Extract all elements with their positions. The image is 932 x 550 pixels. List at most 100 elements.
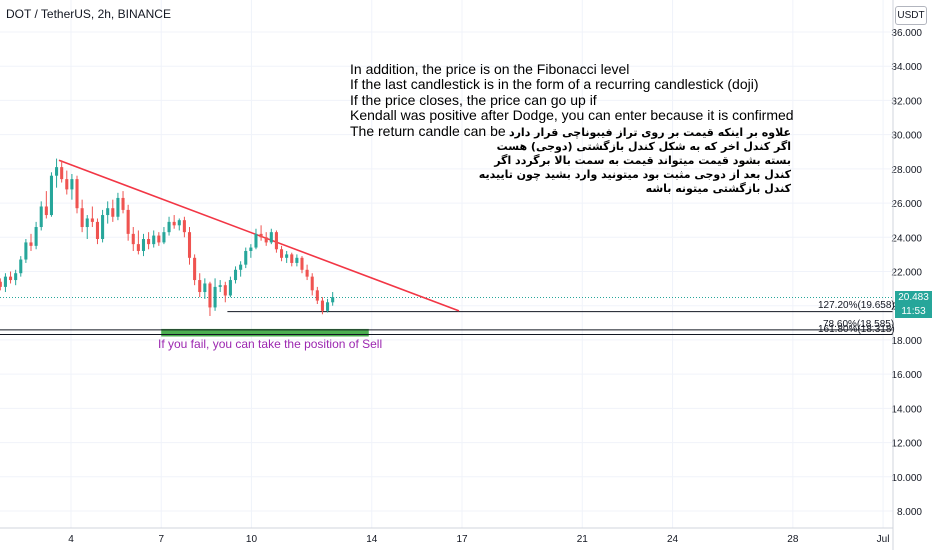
candle-body (280, 249, 284, 258)
annotation-line: علاوه بر اینکه قیمت بر روی تراز فیبوناچی… (508, 126, 791, 139)
candle-body (228, 280, 232, 296)
english-annotation: In addition, the price is on the Fibonac… (350, 61, 794, 139)
time-axis[interactable]: 4 7 10 14 17 21 24 28 Jul (0, 527, 893, 545)
candle-body (320, 300, 324, 311)
x-tick-label: 21 (577, 534, 589, 545)
candle-body (75, 179, 79, 209)
annotation-line: اگر کندل اخر که به شکل کندل بازگشتی (دوج… (496, 140, 791, 153)
candle-body (244, 250, 248, 265)
candle-body (34, 227, 38, 246)
candle-body (259, 233, 263, 238)
y-tick-label: 14.000 (891, 404, 922, 415)
candle-body (295, 257, 299, 263)
sell-note: If you fail, you can take the position o… (158, 337, 383, 351)
x-tick-label: 28 (787, 534, 799, 545)
candle-body (274, 232, 278, 250)
candle-body (85, 218, 89, 228)
drawing-lines (0, 159, 893, 335)
annotation-line: کندل بعد از دوجی مثبت بود میتونید وارد ب… (478, 168, 791, 181)
x-tick-label: 4 (68, 534, 74, 545)
candle-body (208, 283, 212, 308)
candle-body (60, 167, 64, 180)
candle-body (3, 276, 7, 287)
candles (0, 158, 335, 316)
annotation-line: Kendall was positive after Dodge, you ca… (350, 107, 794, 124)
last-price-tag: 20.483 (895, 291, 932, 305)
candle-body (44, 206, 48, 216)
candle-body (29, 242, 33, 246)
y-tick-label: 30.000 (891, 131, 922, 142)
x-tick-label: 17 (456, 534, 468, 545)
candle-body (126, 209, 130, 234)
candle-body (147, 238, 151, 245)
candle-body (177, 220, 181, 226)
y-tick-label: 10.000 (891, 473, 922, 484)
candle-body (326, 302, 330, 311)
candle-body (249, 247, 253, 251)
candle-body (95, 221, 100, 239)
candle-body (0, 281, 2, 287)
candle-body (55, 167, 59, 176)
candle-body (172, 221, 176, 226)
candle-body (310, 276, 314, 291)
candle-body (90, 218, 94, 222)
annotation-line: If the price closes, the price can go up… (350, 91, 597, 108)
candle-body (116, 197, 120, 217)
candle-body (331, 297, 335, 303)
grid (0, 0, 893, 528)
x-tick-label: Jul (877, 534, 890, 545)
candle-body (152, 235, 156, 245)
candle-body (187, 232, 192, 258)
candle-body (14, 273, 18, 281)
chart-title: DOT / TetherUS, 2h, BINANCE (6, 7, 171, 21)
candle-body (193, 257, 197, 281)
candle-body (157, 235, 161, 243)
y-tick-label: 34.000 (891, 62, 922, 73)
currency-button[interactable]: USDT (895, 6, 927, 25)
y-tick-label: 12.000 (891, 439, 922, 450)
y-tick-label: 22.000 (891, 268, 922, 279)
y-tick-label: 36.000 (891, 28, 922, 39)
y-tick-label: 8.000 (897, 507, 922, 518)
candle-body (290, 254, 294, 263)
y-tick-label: 26.000 (891, 199, 922, 210)
candle-body (39, 206, 43, 228)
x-tick-label: 10 (246, 534, 258, 545)
candle-body (239, 264, 243, 270)
annotation-line: In addition, the price is on the Fibonac… (350, 61, 630, 77)
candle-body (233, 269, 238, 281)
descending-trendline (58, 159, 460, 312)
y-tick-label: 24.000 (891, 233, 922, 244)
price-axis[interactable]: 8.00010.00012.00014.00016.00018.00020.00… (891, 0, 922, 550)
candle-body (167, 221, 171, 233)
candle-body (223, 285, 227, 296)
candle-body (213, 286, 217, 308)
annotation-line: The return candle can be (350, 122, 506, 139)
candle-body (131, 233, 135, 245)
candle-body (218, 285, 222, 287)
candle-body (285, 254, 289, 258)
x-tick-label: 7 (158, 534, 164, 545)
candle-body (19, 259, 23, 274)
candle-body (203, 283, 207, 293)
countdown-tag: 11:53 (895, 305, 932, 318)
y-tick-label: 16.000 (891, 370, 922, 381)
y-tick-label: 18.000 (891, 336, 922, 347)
candle-body (111, 208, 115, 217)
candle-body (9, 276, 13, 281)
candle-body (70, 179, 74, 190)
candle-body (264, 237, 268, 243)
sell-zone-band (161, 328, 369, 337)
fib-label-78: 78.60%(18.585) (823, 319, 895, 330)
candle-body (315, 290, 319, 301)
candle-body (106, 208, 110, 216)
sell-zone (161, 328, 369, 337)
candle-body (269, 232, 273, 243)
candle-body (300, 257, 304, 270)
fib-label-127: 127.20%(19.658) (818, 300, 895, 311)
candle-body (305, 269, 309, 277)
candle-body (254, 233, 258, 248)
annotation-line: بسته بشود قیمت میتواند قیمت به سمت بالا … (494, 154, 791, 167)
annotation-line: کندل بازگشتی میتونه باشه (645, 182, 791, 195)
